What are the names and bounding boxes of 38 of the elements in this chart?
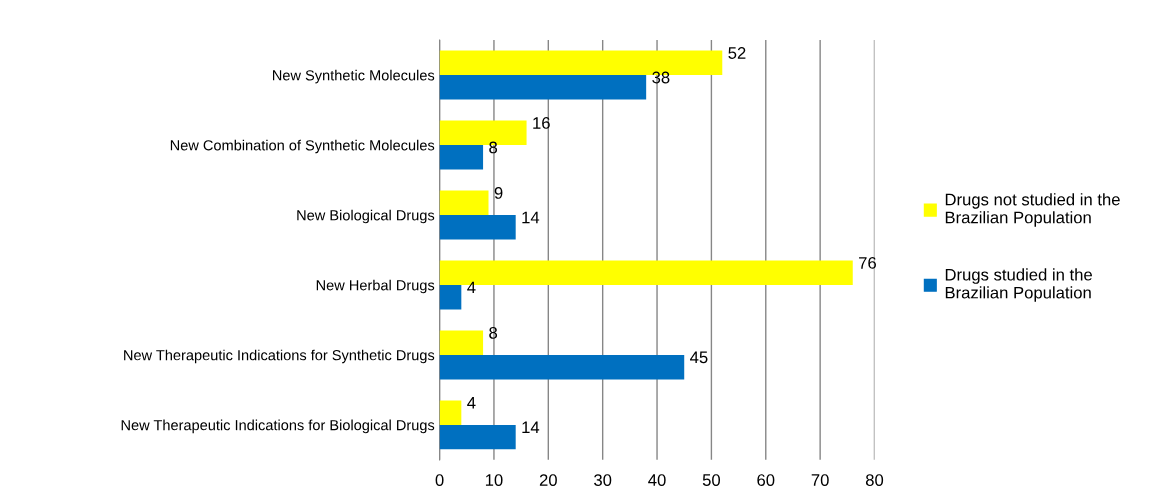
y-tick-label: New Therapeutic Indications for Synthetic Drugs: [124, 349, 435, 364]
x-tick-label: 20: [539, 474, 557, 486]
data-label: 14: [522, 421, 540, 434]
data-label: 45: [690, 351, 708, 364]
x-tick-label: 40: [648, 474, 666, 486]
x-tick-label: 10: [485, 474, 503, 486]
bar: [439, 354, 685, 380]
bar: [439, 284, 462, 310]
data-label: 9: [494, 187, 503, 199]
data-label: 4: [467, 397, 476, 409]
x-tick-label: 50: [702, 474, 721, 486]
data-label: 14: [522, 211, 540, 224]
bar: [439, 424, 516, 450]
x-tick-label: 30: [594, 474, 612, 486]
bar: [439, 75, 647, 100]
legend-label: Drugs not studied in the Brazilian Population: [945, 193, 1120, 227]
y-tick-label: New Combination of Synthetic Molecules: [170, 139, 435, 154]
x-tick-label: 70: [811, 474, 829, 486]
y-tick-label: New Synthetic Molecules: [273, 69, 435, 84]
bar: [439, 215, 516, 240]
x-tick-label: 60: [757, 474, 775, 486]
bar: [439, 330, 484, 355]
data-label: 76: [859, 256, 876, 269]
data-label: 16: [533, 117, 550, 129]
y-tick-label: New Herbal Drugs: [316, 279, 435, 294]
data-label: 4: [467, 281, 476, 294]
legend-label: Drugs studied in the Brazilian Population: [945, 268, 1092, 302]
x-tick-label: 80: [865, 474, 884, 486]
data-label: 38: [652, 71, 670, 84]
bar: [439, 400, 462, 425]
bar: [439, 190, 489, 215]
data-label: 8: [489, 326, 498, 339]
y-tick-label: New Therapeutic Indications for Biological Drugs: [121, 419, 435, 434]
y-tick-label: New Biological Drugs: [297, 209, 435, 224]
x-tick-label: 0: [435, 474, 444, 486]
data-label: 52: [728, 47, 746, 59]
bar: [439, 145, 484, 170]
data-label: 8: [489, 141, 498, 154]
